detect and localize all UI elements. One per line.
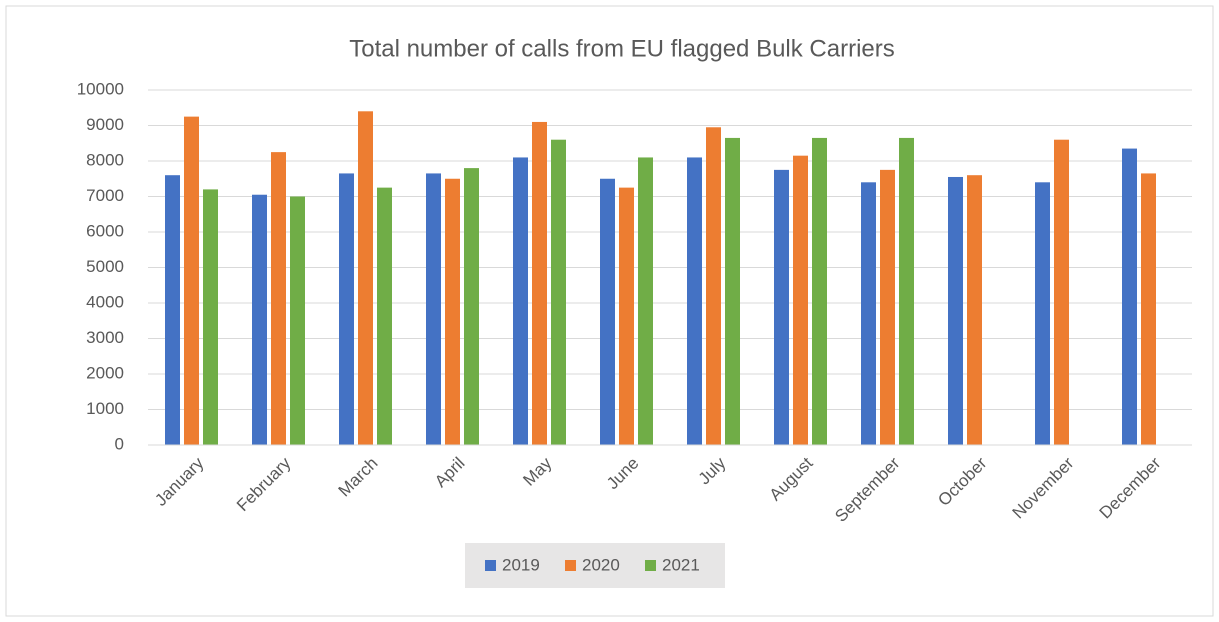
chart-title: Total number of calls from EU flagged Bu… [349, 35, 895, 62]
bar [377, 187, 392, 445]
bar [861, 182, 876, 446]
bar [445, 178, 460, 445]
bar [812, 137, 827, 446]
legend-swatch [485, 560, 496, 571]
y-tick-label: 6000 [86, 221, 124, 240]
bar [1122, 148, 1137, 445]
bar [774, 169, 789, 445]
bar [464, 168, 479, 445]
bar [899, 137, 914, 446]
bar [290, 196, 305, 445]
bar [532, 121, 547, 445]
y-tick-label: 3000 [86, 328, 124, 347]
bar [1054, 139, 1069, 445]
bar [1141, 173, 1156, 446]
bar [638, 157, 653, 445]
y-tick-label: 0 [115, 434, 124, 453]
bar [600, 178, 615, 445]
y-tick-label: 10000 [77, 79, 124, 98]
bar [1035, 182, 1050, 446]
bar [271, 152, 286, 445]
legend-label: 2021 [662, 555, 700, 574]
bar [203, 189, 218, 445]
y-tick-label: 7000 [86, 186, 124, 205]
y-tick-label: 5000 [86, 257, 124, 276]
bar [184, 116, 199, 445]
y-tick-label: 4000 [86, 292, 124, 311]
bar [706, 127, 721, 446]
bar [513, 157, 528, 445]
legend-swatch [645, 560, 656, 571]
bar [725, 137, 740, 446]
y-tick-label: 2000 [86, 363, 124, 382]
bar [948, 176, 963, 445]
legend-label: 2020 [582, 555, 620, 574]
legend-label: 2019 [502, 555, 540, 574]
y-tick-label: 9000 [86, 115, 124, 134]
bar [793, 155, 808, 446]
y-tick-label: 1000 [86, 399, 124, 418]
bar [967, 175, 982, 445]
bar [619, 187, 634, 445]
legend-box [465, 543, 725, 588]
bar [426, 173, 441, 446]
bar [687, 157, 702, 445]
bar [252, 194, 267, 445]
y-tick-label: 8000 [86, 150, 124, 169]
bar [880, 169, 895, 445]
bar [339, 173, 354, 446]
bar [551, 139, 566, 445]
legend-swatch [565, 560, 576, 571]
bar [358, 111, 373, 446]
bar [165, 175, 180, 445]
